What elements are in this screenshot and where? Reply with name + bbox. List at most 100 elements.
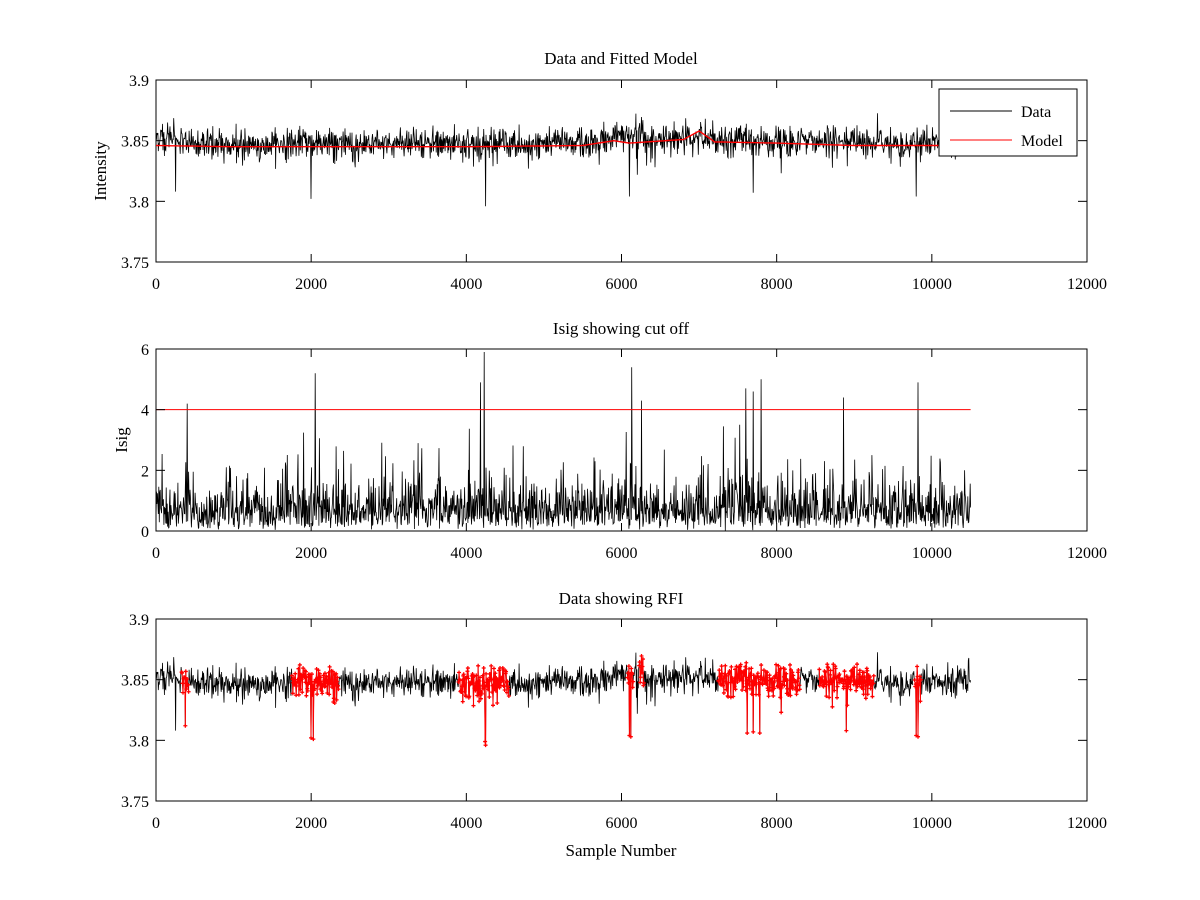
rfi-point — [754, 682, 759, 687]
rfi-point — [867, 677, 872, 682]
rfi-point — [318, 687, 323, 692]
rfi-point — [309, 735, 314, 740]
rfi-point — [848, 675, 853, 680]
rfi-point — [631, 679, 636, 684]
rfi-point — [626, 664, 631, 669]
rfi-point — [502, 688, 507, 693]
rfi-point — [290, 691, 295, 696]
rfi-point — [728, 695, 733, 700]
rfi-point — [317, 678, 322, 683]
panel2-title: Isig showing cut off — [553, 319, 689, 338]
rfi-point — [474, 673, 479, 678]
rfi-point — [861, 687, 866, 692]
rfi-point — [724, 687, 729, 692]
panel3-title: Data showing RFI — [559, 589, 684, 608]
rfi-point — [317, 671, 322, 676]
rfi-point — [731, 681, 736, 686]
panel3-xtick-label: 6000 — [606, 815, 638, 832]
rfi-point — [755, 671, 760, 676]
rfi-point — [309, 672, 314, 677]
rfi-point — [630, 685, 635, 690]
rfi-point — [857, 668, 862, 673]
rfi-point — [870, 694, 875, 699]
rfi-point — [744, 660, 749, 665]
rfi-point — [830, 678, 835, 683]
rfi-point — [790, 670, 795, 675]
rfi-point — [779, 710, 784, 715]
legend: Data Model — [938, 88, 1078, 157]
rfi-point — [627, 678, 632, 683]
rfi-point — [297, 662, 302, 667]
rfi-point — [502, 684, 507, 689]
rfi-point — [729, 664, 734, 669]
rfi-point — [861, 692, 866, 697]
rfi-point — [474, 686, 479, 691]
rfi-point — [794, 692, 799, 697]
rfi-region — [179, 669, 191, 728]
rfi-point — [289, 673, 294, 678]
rfi-point — [776, 670, 781, 675]
series-isig-line — [155, 351, 971, 531]
rfi-point — [760, 682, 765, 687]
rfi-point — [460, 699, 465, 704]
rfi-line — [181, 671, 190, 726]
panel2-ylabel: Isig — [112, 427, 131, 453]
rfi-region — [912, 664, 923, 739]
rfi-point — [771, 693, 776, 698]
rfi-point — [795, 688, 800, 693]
panel1-title: Data and Fitted Model — [544, 49, 698, 68]
rfi-point — [298, 687, 303, 692]
rfi-point — [638, 675, 643, 680]
rfi-point — [475, 693, 480, 698]
panel2-ytick-label: 0 — [141, 524, 149, 541]
rfi-point — [333, 682, 338, 687]
rfi-region — [289, 662, 341, 742]
panel1-xtick-label: 4000 — [450, 276, 482, 293]
rfi-point — [308, 676, 313, 681]
rfi-point — [470, 681, 475, 686]
rfi-point — [293, 671, 298, 676]
rfi-point — [490, 690, 495, 695]
rfi-point — [485, 687, 490, 692]
rfi-point — [471, 703, 476, 708]
panel-data-and-model: Data and Fitted Model 0 2000 4000 6000 8000 1… — [91, 49, 1107, 293]
rfi-point — [477, 678, 482, 683]
rfi-point — [183, 723, 188, 728]
series-model-line — [155, 130, 971, 148]
rfi-point — [823, 670, 828, 675]
rfi-point — [832, 688, 837, 693]
rfi-point — [310, 692, 315, 697]
rfi-point — [733, 687, 738, 692]
rfi-region — [716, 660, 802, 736]
rfi-point — [494, 680, 499, 685]
panel2-ticks: 0 2000 4000 6000 8000 10000 12000 0 2 4 6 — [141, 342, 1107, 562]
rfi-point — [868, 686, 873, 691]
rfi-point — [747, 683, 752, 688]
rfi-point — [497, 685, 502, 690]
rfi-point — [326, 675, 331, 680]
rfi-point — [856, 672, 861, 677]
rfi-point — [842, 669, 847, 674]
rfi-point — [491, 703, 496, 708]
rfi-point — [316, 668, 321, 673]
rfi-point — [723, 663, 728, 668]
panel3-ytick-label: 3.9 — [129, 612, 149, 629]
rfi-point — [849, 678, 854, 683]
panel3-ytick-label: 3.75 — [121, 794, 149, 811]
rfi-point — [732, 684, 737, 689]
panel1-xtick-label: 0 — [152, 276, 160, 293]
rfi-point — [781, 674, 786, 679]
panel1-xtick-label: 8000 — [761, 276, 793, 293]
rfi-point — [746, 675, 751, 680]
rfi-point — [864, 678, 869, 683]
rfi-point — [472, 684, 477, 689]
rfi-point — [765, 670, 770, 675]
rfi-point — [742, 673, 747, 678]
rfi-point — [460, 678, 465, 683]
rfi-point — [858, 680, 863, 685]
rfi-point — [794, 679, 799, 684]
panel3-xtick-label: 10000 — [912, 815, 952, 832]
rfi-point — [913, 682, 918, 687]
rfi-point — [336, 687, 341, 692]
